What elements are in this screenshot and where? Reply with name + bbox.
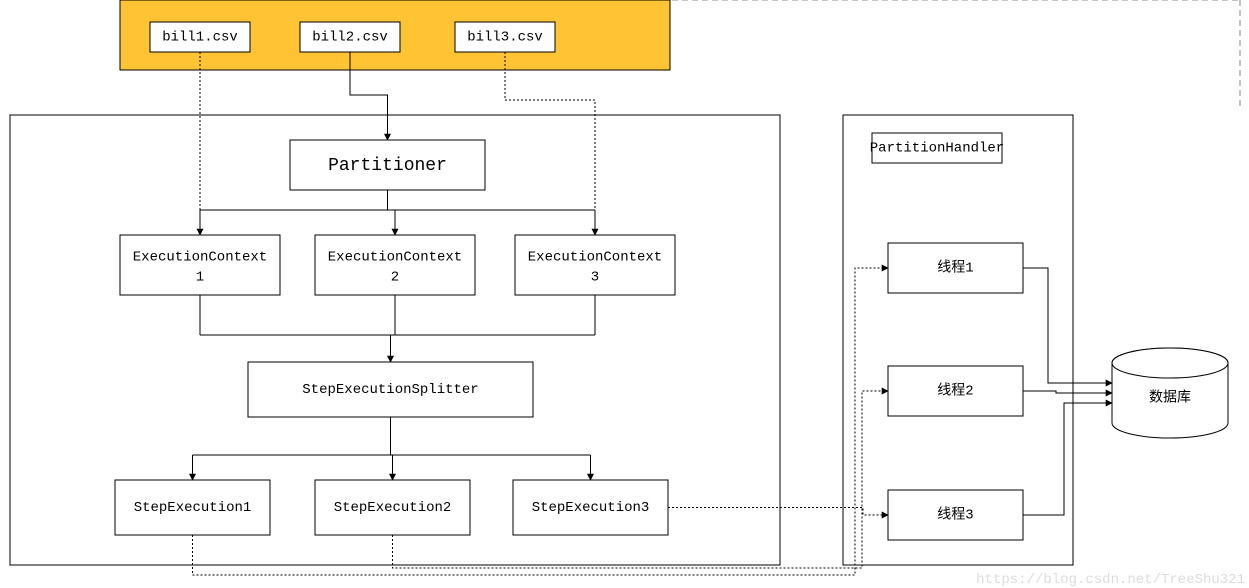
step-exec-label-1: StepExecution1 bbox=[134, 500, 252, 516]
thread-label-3: 线程3 bbox=[937, 507, 973, 524]
exec-context-label1-3: ExecutionContext bbox=[528, 250, 662, 266]
file-label-3: bill3.csv bbox=[467, 30, 543, 46]
edge-thread2-db bbox=[1023, 391, 1112, 393]
partition-handler-label: PartitionHandler bbox=[870, 141, 1004, 157]
watermark: https://blog.csdn.net/TreeShu321 bbox=[976, 572, 1245, 588]
exec-context-label1-1: ExecutionContext bbox=[133, 250, 267, 266]
exec-context-label2-1: 1 bbox=[196, 270, 204, 286]
exec-context-label2-2: 2 bbox=[391, 270, 399, 286]
exec-context-label2-3: 3 bbox=[591, 270, 599, 286]
step-exec-label-2: StepExecution2 bbox=[334, 500, 452, 516]
thread-label-2: 线程2 bbox=[937, 383, 973, 400]
exec-context-label1-2: ExecutionContext bbox=[328, 250, 462, 266]
file-label-2: bill2.csv bbox=[312, 30, 388, 46]
edge-thread3-db bbox=[1023, 403, 1112, 515]
file-label-1: bill1.csv bbox=[162, 30, 238, 46]
database-label: 数据库 bbox=[1149, 390, 1191, 407]
edge-bill3-ec3 bbox=[505, 52, 595, 235]
splitter-label: StepExecutionSplitter bbox=[302, 382, 478, 398]
database-top bbox=[1112, 348, 1228, 378]
thread-label-1: 线程1 bbox=[937, 260, 973, 277]
edge-thread1-db bbox=[1023, 268, 1112, 383]
partitioner-label: Partitioner bbox=[328, 156, 447, 176]
step-exec-label-3: StepExecution3 bbox=[532, 500, 650, 516]
